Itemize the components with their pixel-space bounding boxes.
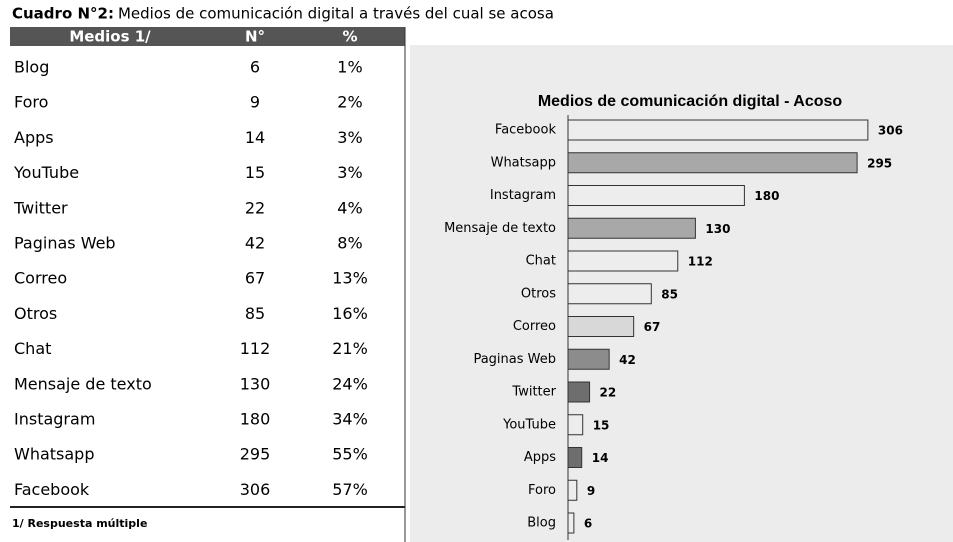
category-label: Mensaje de texto <box>444 221 556 236</box>
bar <box>567 512 575 534</box>
bar <box>567 185 745 206</box>
bar <box>567 152 858 174</box>
table-cell: Mensaje de texto <box>14 374 152 393</box>
table-header-cell: N° <box>245 28 265 46</box>
footnote: 1/ Respuesta múltiple <box>12 517 147 530</box>
category-label: YouTube <box>502 417 556 432</box>
table-cell: Facebook <box>14 480 90 499</box>
table-cell: 42 <box>245 234 265 253</box>
bar <box>567 447 583 468</box>
table-cell: 55% <box>332 445 368 464</box>
category-label: Facebook <box>495 123 557 138</box>
value-label: 67 <box>644 320 661 334</box>
bar <box>567 283 652 305</box>
bar <box>567 316 635 337</box>
table-header-cell: Medios 1/ <box>69 28 151 46</box>
table-cell: Instagram <box>14 410 95 429</box>
table-cell: 13% <box>332 269 368 288</box>
table-cell: Twitter <box>13 198 68 217</box>
table-cell: Otros <box>14 304 57 323</box>
table-cell: 8% <box>337 234 362 253</box>
bar <box>567 119 869 141</box>
table-cell: 16% <box>332 304 368 323</box>
table-cell: 180 <box>240 410 271 429</box>
table-cell: 3% <box>337 128 362 147</box>
table-cell: 9 <box>250 93 260 112</box>
value-label: 112 <box>688 255 713 269</box>
bar <box>567 381 591 403</box>
table-cell: 1% <box>337 58 362 77</box>
table-cell: 2% <box>337 93 362 112</box>
table-cell: 130 <box>240 374 271 393</box>
category-label: Whatsapp <box>491 155 556 170</box>
category-label: Twitter <box>511 385 556 400</box>
value-label: 306 <box>878 124 903 138</box>
category-label: Instagram <box>490 188 556 203</box>
category-label: Foro <box>528 483 556 498</box>
table-cell: 21% <box>332 339 368 358</box>
value-label: 9 <box>587 484 595 498</box>
value-label: 85 <box>661 287 678 301</box>
table-cell: 57% <box>332 480 368 499</box>
table-cell: 6 <box>250 58 260 77</box>
value-label: 295 <box>867 156 892 170</box>
table-cell: 15 <box>245 163 265 182</box>
table-header-cell: % <box>342 28 357 46</box>
table-cell: Apps <box>14 128 54 147</box>
table-cell: 112 <box>240 339 271 358</box>
table-cell: Foro <box>14 93 48 112</box>
value-label: 14 <box>592 451 609 465</box>
table-cell: 295 <box>240 445 271 464</box>
table-cell: 24% <box>332 374 368 393</box>
title-text: Medios de comunicación digital a través … <box>118 5 554 23</box>
category-label: Correo <box>513 319 556 334</box>
bar <box>567 479 578 501</box>
table-cell: 14 <box>245 128 265 147</box>
table-cell: 3% <box>337 163 362 182</box>
table-cell: 4% <box>337 198 362 217</box>
category-label: Apps <box>524 450 556 465</box>
bar <box>567 250 679 272</box>
table-cell: Whatsapp <box>14 445 95 464</box>
category-label: Otros <box>521 286 556 301</box>
bar <box>567 414 584 436</box>
table-cell: YouTube <box>13 163 79 182</box>
value-label: 180 <box>754 189 779 203</box>
table-cell: 34% <box>332 410 368 429</box>
table-cell: 67 <box>245 269 265 288</box>
value-label: 42 <box>619 353 636 367</box>
table-cell: 22 <box>245 198 265 217</box>
category-label: Chat <box>526 254 556 269</box>
category-label: Blog <box>527 516 556 531</box>
table-cell: Correo <box>14 269 67 288</box>
title-label: Cuadro N°2: <box>12 5 114 23</box>
table-cell: 306 <box>240 480 271 499</box>
table-cell: 85 <box>245 304 265 323</box>
table-header <box>10 27 405 46</box>
bar <box>567 348 610 370</box>
table-cell: Blog <box>14 58 49 77</box>
value-label: 22 <box>600 386 617 400</box>
bar <box>567 217 696 239</box>
value-label: 6 <box>584 517 592 531</box>
value-label: 15 <box>593 418 610 432</box>
chart-title: Medios de comunicación digital - Acoso <box>538 93 843 110</box>
value-label: 130 <box>705 222 730 236</box>
category-label: Paginas Web <box>473 352 556 367</box>
table-cell: Paginas Web <box>14 234 116 253</box>
table-cell: Chat <box>14 339 51 358</box>
